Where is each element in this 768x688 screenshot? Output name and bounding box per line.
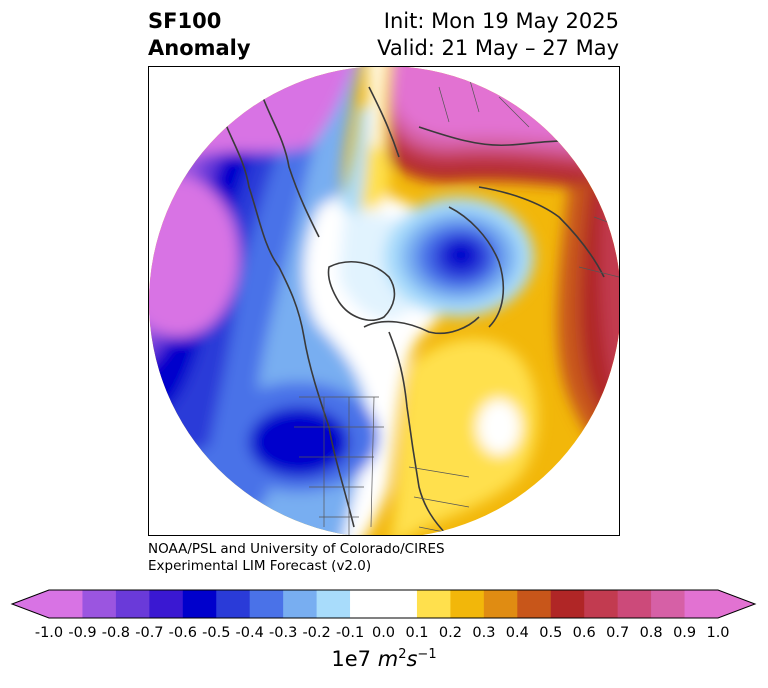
colorbar-cell [216, 590, 251, 618]
forecast-dates: Init: Mon 19 May 2025 Valid: 21 May – 27… [377, 8, 619, 62]
map-title: SF100 Anomaly [148, 8, 251, 62]
colorbar-tick-label: 0.7 [606, 625, 630, 641]
colorbar-tick-label: -0.3 [269, 625, 298, 641]
colorbar-tick-label: -0.1 [335, 625, 365, 641]
colorbar-cell [517, 590, 552, 618]
colorbar-tick-label: 0.0 [371, 625, 396, 641]
colorbar-tick-label: -0.5 [202, 625, 231, 641]
colorbar-tick-label: -0.2 [302, 625, 331, 641]
colorbar-cell [383, 590, 418, 618]
colorbar-cell [115, 590, 150, 618]
colorbar-outline [10, 589, 757, 619]
variable-name: SF100 [148, 9, 222, 33]
polar-map [148, 66, 620, 536]
colorbar-cell [350, 590, 384, 618]
colorbar-cell [416, 590, 451, 618]
colorbar-tick-labels: -1.0 -0.9 -0.8 -0.7 -0.6 -0.5 -0.4 -0.3 -0.2 -0.1… [0, 625, 768, 645]
colorbar [10, 589, 757, 619]
colorbar-tick-label: -1.0 [34, 625, 64, 641]
colorbar-cell [182, 590, 217, 618]
colorbar-cell [651, 590, 686, 618]
colorbar-tick-label: -0.4 [235, 625, 264, 641]
colorbar-left-extension [12, 590, 49, 618]
colorbar-tick-label: 0.8 [639, 625, 663, 641]
credit-line-2: Experimental LIM Forecast (v2.0) [148, 558, 372, 574]
colorbar-cell [684, 590, 719, 618]
colorbar-tick-label: -0.9 [68, 625, 97, 641]
valid-range: Valid: 21 May – 27 May [377, 36, 619, 60]
colorbar-cells [49, 590, 719, 618]
colorbar-cell [249, 590, 284, 618]
init-date: Init: Mon 19 May 2025 [383, 9, 619, 33]
colorbar-cell [483, 590, 518, 618]
colorbar-cell [617, 590, 652, 618]
colorbar-tick-label: -0.7 [135, 625, 164, 641]
colorbar-cell [149, 590, 184, 618]
colorbar-tick-label: 0.6 [572, 625, 596, 641]
colorbar-cell [450, 590, 485, 618]
credit-text: NOAA/PSL and University of Colorado/CIRE… [148, 541, 445, 575]
polar-map-svg [149, 67, 619, 535]
colorbar-tick-label: 1.0 [706, 625, 730, 641]
field-kind: Anomaly [148, 36, 251, 60]
colorbar-cell [316, 590, 351, 618]
colorbar-tick-label: 0.5 [539, 625, 563, 641]
colorbar-tick-label: 0.1 [405, 625, 429, 641]
colorbar-units: 1e7 m2s−1 [331, 647, 437, 671]
colorbar-tick-label: -0.8 [101, 625, 131, 641]
colorbar-cell [82, 590, 117, 618]
colorbar-cell [283, 590, 318, 618]
colorbar-cell [550, 590, 585, 618]
colorbar-cell [584, 590, 619, 618]
colorbar-tick-label: 0.9 [673, 625, 697, 641]
colorbar-cell [49, 590, 83, 618]
colorbar-tick-label: -0.6 [168, 625, 197, 641]
credit-line-1: NOAA/PSL and University of Colorado/CIRE… [148, 541, 445, 557]
colorbar-tick-label: 0.4 [505, 625, 529, 641]
colorbar-tick-label: 0.2 [438, 625, 462, 641]
colorbar-tick-label: 0.3 [472, 625, 496, 641]
anomaly-field [149, 67, 619, 535]
colorbar-right-extension [718, 590, 755, 618]
